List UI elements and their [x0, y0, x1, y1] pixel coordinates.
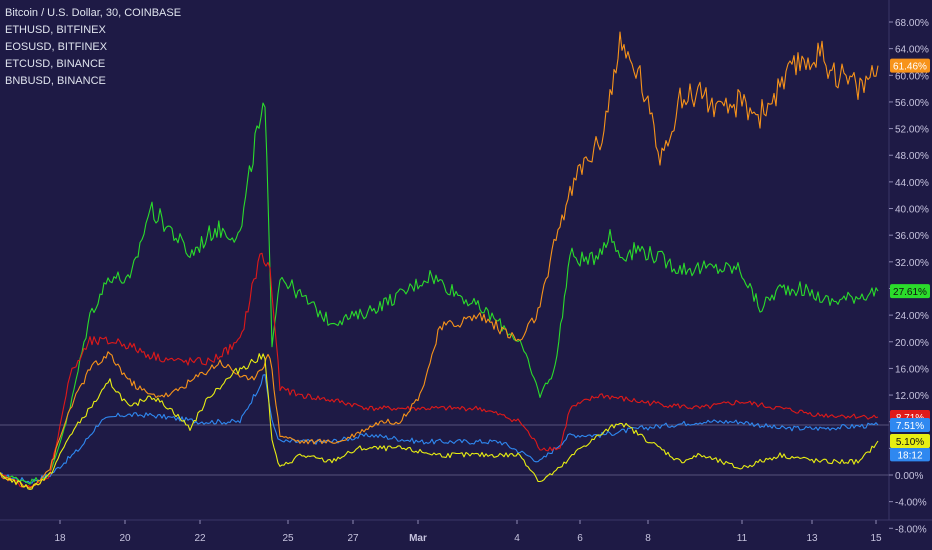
- series-line-2[interactable]: [0, 252, 879, 488]
- x-tick-label: 11: [737, 533, 748, 544]
- y-tick-label: 12.00%: [895, 391, 929, 402]
- y-tick-label: 56.00%: [895, 98, 929, 109]
- x-tick-label: 15: [870, 533, 882, 544]
- price-badge: 27.61%: [890, 284, 930, 299]
- price-badge-bg: [890, 58, 930, 73]
- y-tick-label: 48.00%: [895, 151, 929, 162]
- price-badge-text: 27.61%: [893, 287, 927, 298]
- y-tick-label: 36.00%: [895, 231, 929, 242]
- price-badge: 5.10%: [890, 434, 930, 449]
- y-tick-label: 0.00%: [895, 471, 923, 482]
- price-badge-bg: [890, 447, 930, 462]
- series-line-1[interactable]: [0, 102, 879, 485]
- price-badge: 7.51%: [890, 417, 930, 432]
- price-badge-bg: [890, 434, 930, 449]
- series-line-3[interactable]: [0, 31, 879, 489]
- x-tick-label: 20: [119, 533, 131, 544]
- y-tick-label: -8.00%: [895, 524, 927, 535]
- y-tick-label: 40.00%: [895, 205, 929, 216]
- x-tick-label: 6: [577, 533, 583, 544]
- y-tick-label: 64.00%: [895, 45, 929, 56]
- legend-entry-eosusd[interactable]: EOSUSD, BITFINEX: [5, 41, 108, 53]
- price-badge-text: 61.46%: [893, 62, 927, 73]
- y-tick-label: 16.00%: [895, 364, 929, 375]
- y-tick-label: 52.00%: [895, 125, 929, 136]
- x-tick-label: 22: [194, 533, 206, 544]
- x-tick-label: 4: [514, 533, 520, 544]
- y-tick-label: 24.00%: [895, 311, 929, 322]
- legend: Bitcoin / U.S. Dollar, 30, COINBASE ETHU…: [5, 5, 181, 90]
- price-badge-text: 7.51%: [896, 421, 924, 432]
- y-tick-label: 60.00%: [895, 71, 929, 82]
- series-line-4[interactable]: [0, 353, 879, 490]
- legend-entry-etcusd[interactable]: ETCUSD, BINANCE: [5, 58, 106, 70]
- price-badge-text: 18:12: [897, 450, 922, 461]
- price-badge: 18:12: [890, 447, 930, 462]
- price-badge-text: 5.10%: [896, 437, 924, 448]
- price-badge-bg: [890, 284, 930, 299]
- price-badge: 61.46%: [890, 58, 930, 73]
- y-tick-label: 68.00%: [895, 18, 929, 29]
- y-tick-label: 20.00%: [895, 338, 929, 349]
- time-axis-band: [0, 520, 932, 550]
- legend-entry-ethusd[interactable]: ETHUSD, BITFINEX: [5, 24, 106, 36]
- legend-entry-bnbusd[interactable]: BNBUSD, BINANCE: [5, 75, 106, 87]
- series-line-0[interactable]: [0, 374, 879, 484]
- x-tick-label: Mar: [409, 533, 427, 544]
- y-tick-label: 32.00%: [895, 258, 929, 269]
- x-tick-label: 8: [645, 533, 651, 544]
- x-tick-label: 13: [806, 533, 818, 544]
- y-tick-label: -4.00%: [895, 498, 927, 509]
- legend-entry-btcusd[interactable]: Bitcoin / U.S. Dollar, 30, COINBASE: [5, 7, 182, 19]
- x-tick-label: 25: [282, 533, 294, 544]
- x-tick-label: 27: [347, 533, 359, 544]
- x-tick-label: 18: [54, 533, 66, 544]
- y-tick-label: 44.00%: [895, 178, 929, 189]
- price-badge-bg: [890, 417, 930, 432]
